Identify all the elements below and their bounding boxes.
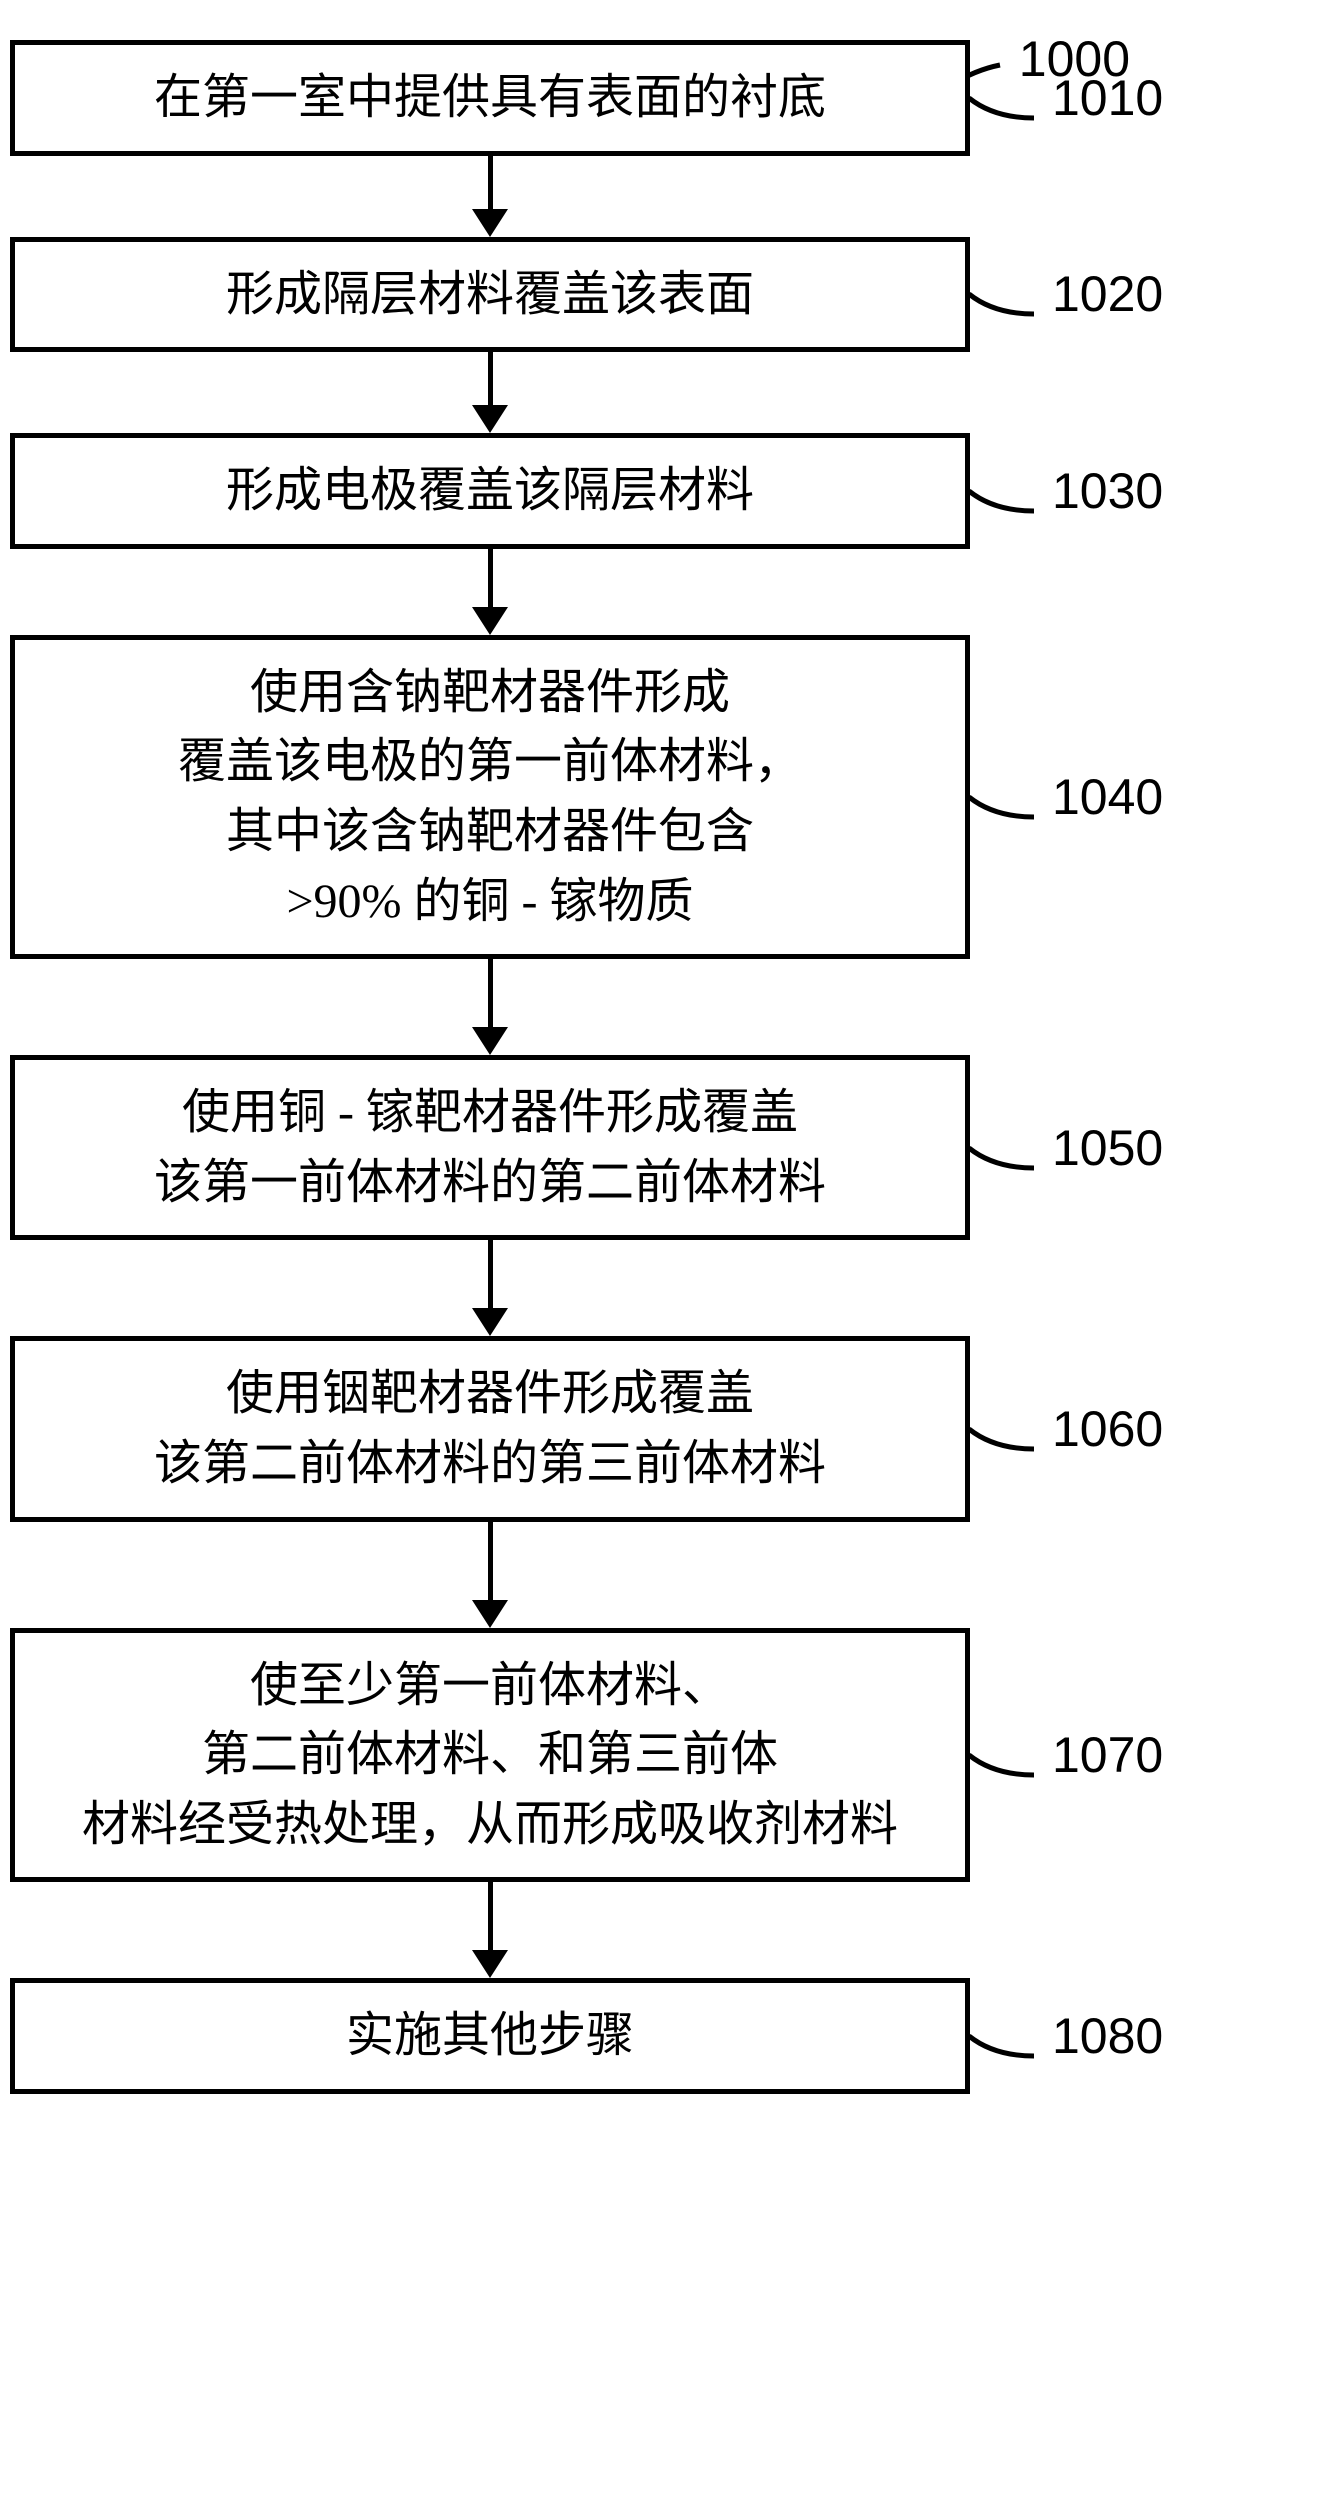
flowchart-step-box: 在第一室中提供具有表面的衬底 <box>10 40 970 156</box>
step-row: 使至少第一前体材料、第二前体材料、和第三前体材料经受热处理，从而形成吸收剂材料 1… <box>10 1628 1210 1883</box>
step-text-line: 覆盖该电极的第一前体材料， <box>178 727 802 797</box>
label-connector <box>964 767 1044 827</box>
flow-connector <box>472 959 508 1055</box>
step-text-line: 实施其他步骤 <box>346 2001 634 2071</box>
step-text-line: 使用铟靶材器件形成覆盖 <box>226 1359 754 1429</box>
flowchart-step-box: 使用铜 - 镓靶材器件形成覆盖该第一前体材料的第二前体材料 <box>10 1055 970 1240</box>
flowchart-step-box: 使至少第一前体材料、第二前体材料、和第三前体材料经受热处理，从而形成吸收剂材料 <box>10 1628 970 1883</box>
step-row: 形成电极覆盖该隔层材料 1030 <box>10 433 1210 549</box>
flow-connector <box>472 156 508 237</box>
flow-connector <box>472 1240 508 1336</box>
step-row: 形成隔层材料覆盖该表面 1020 <box>10 237 1210 353</box>
connector-line <box>488 1240 493 1310</box>
connector-line <box>488 959 493 1029</box>
connector-arrowhead <box>472 1027 508 1055</box>
flowchart-step-box: 形成隔层材料覆盖该表面 <box>10 237 970 353</box>
connector-arrowhead <box>472 405 508 433</box>
flowchart-container: 在第一室中提供具有表面的衬底1010形成隔层材料覆盖该表面1020形成电极覆盖该… <box>110 40 1110 2094</box>
connector-arrowhead <box>472 209 508 237</box>
step-row: 使用铟靶材器件形成覆盖该第二前体材料的第三前体材料 1060 <box>10 1336 1210 1521</box>
connector-arrowhead <box>472 1308 508 1336</box>
step-number-label: 1050 <box>1052 1119 1163 1177</box>
connector-arrowhead <box>472 1600 508 1628</box>
flow-connector <box>472 352 508 433</box>
step-number-label: 1020 <box>1052 265 1163 323</box>
step-number-label: 1010 <box>1052 69 1163 127</box>
label-connector <box>964 1118 1044 1178</box>
step-text-line: 形成电极覆盖该隔层材料 <box>226 456 754 526</box>
step-row: 实施其他步骤 1080 <box>10 1978 1210 2094</box>
label-connector <box>964 1725 1044 1785</box>
step-row: 使用铜 - 镓靶材器件形成覆盖该第一前体材料的第二前体材料 1050 <box>10 1055 1210 1240</box>
step-text-line: >90% 的铜 - 镓物质 <box>286 867 693 937</box>
flow-connector <box>472 549 508 635</box>
step-text-line: 第二前体材料、和第三前体 <box>202 1720 778 1790</box>
connector-line <box>488 156 493 211</box>
step-text-line: 使用含钠靶材器件形成 <box>250 658 730 728</box>
label-connector <box>964 1399 1044 1459</box>
step-row: 在第一室中提供具有表面的衬底 1010 <box>10 40 1210 156</box>
connector-line <box>488 352 493 407</box>
step-number-label: 1070 <box>1052 1726 1163 1784</box>
step-text-line: 形成隔层材料覆盖该表面 <box>226 260 754 330</box>
label-connector <box>964 68 1044 128</box>
connector-line <box>488 1882 493 1952</box>
step-row: 使用含钠靶材器件形成覆盖该电极的第一前体材料，其中该含钠靶材器件包含>90% 的… <box>10 635 1210 959</box>
connector-arrowhead <box>472 1950 508 1978</box>
step-number-label: 1040 <box>1052 768 1163 826</box>
step-text-line: 使至少第一前体材料、 <box>250 1651 730 1721</box>
step-text-line: 该第一前体材料的第二前体材料 <box>154 1148 826 1218</box>
step-number-label: 1060 <box>1052 1400 1163 1458</box>
step-text-line: 使用铜 - 镓靶材器件形成覆盖 <box>182 1078 798 1148</box>
flowchart-step-box: 使用含钠靶材器件形成覆盖该电极的第一前体材料，其中该含钠靶材器件包含>90% 的… <box>10 635 970 959</box>
flowchart-step-box: 实施其他步骤 <box>10 1978 970 2094</box>
step-text-line: 该第二前体材料的第三前体材料 <box>154 1429 826 1499</box>
step-number-label: 1080 <box>1052 2007 1163 2065</box>
connector-line <box>488 1522 493 1602</box>
connector-arrowhead <box>472 607 508 635</box>
step-text-line: 在第一室中提供具有表面的衬底 <box>154 63 826 133</box>
flowchart-step-box: 使用铟靶材器件形成覆盖该第二前体材料的第三前体材料 <box>10 1336 970 1521</box>
flow-connector <box>472 1882 508 1978</box>
label-connector <box>964 2006 1044 2066</box>
flow-connector <box>472 1522 508 1628</box>
step-text-line: 材料经受热处理，从而形成吸收剂材料 <box>82 1790 898 1860</box>
label-connector <box>964 461 1044 521</box>
flowchart-step-box: 形成电极覆盖该隔层材料 <box>10 433 970 549</box>
step-number-label: 1030 <box>1052 462 1163 520</box>
label-connector <box>964 264 1044 324</box>
connector-line <box>488 549 493 609</box>
step-text-line: 其中该含钠靶材器件包含 <box>226 797 754 867</box>
